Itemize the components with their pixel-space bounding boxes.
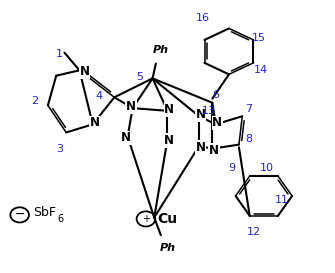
Text: 13: 13 <box>202 106 216 116</box>
Text: N: N <box>126 100 136 113</box>
Text: +: + <box>142 214 150 224</box>
Text: 12: 12 <box>247 227 261 238</box>
Text: 15: 15 <box>252 33 266 43</box>
Text: Cu: Cu <box>157 212 178 226</box>
Text: 6: 6 <box>58 214 64 224</box>
Text: 8: 8 <box>245 134 253 144</box>
Text: N: N <box>164 103 174 116</box>
Text: N: N <box>209 144 219 156</box>
Text: 4: 4 <box>96 91 103 101</box>
Text: N: N <box>196 141 206 154</box>
Text: −: − <box>14 208 25 221</box>
Text: Ph: Ph <box>153 45 169 55</box>
Text: 7: 7 <box>245 105 253 114</box>
Text: N: N <box>196 108 206 121</box>
Text: 6: 6 <box>212 90 219 100</box>
Text: N: N <box>121 131 131 144</box>
Text: N: N <box>79 65 89 78</box>
Text: N: N <box>212 117 222 129</box>
Text: 11: 11 <box>275 195 289 205</box>
Text: 10: 10 <box>260 163 274 173</box>
Text: 16: 16 <box>195 13 209 23</box>
Text: 2: 2 <box>31 96 38 106</box>
Text: 1: 1 <box>56 49 63 59</box>
Text: N: N <box>164 134 174 147</box>
Text: 14: 14 <box>254 65 268 75</box>
Text: 5: 5 <box>136 72 143 82</box>
Text: Ph: Ph <box>159 243 176 253</box>
Text: N: N <box>89 117 99 129</box>
Text: SbF: SbF <box>33 206 56 219</box>
Text: 3: 3 <box>56 144 63 154</box>
Text: 9: 9 <box>229 163 236 173</box>
